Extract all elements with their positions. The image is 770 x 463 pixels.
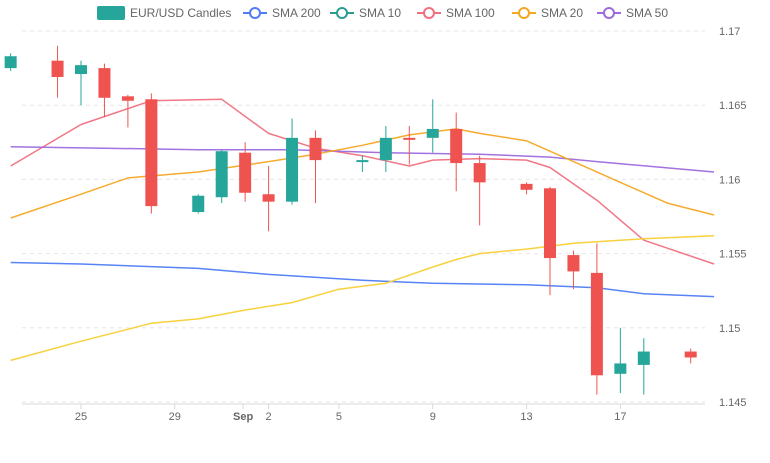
candle-body <box>51 60 64 78</box>
y-tick-label: 1.145 <box>719 397 747 409</box>
y-tick-label: 1.16 <box>719 174 740 186</box>
candle-body <box>286 137 299 202</box>
x-tick-label: 29 <box>169 411 181 423</box>
sma-lines <box>10 98 715 362</box>
candle[interactable] <box>215 149 228 204</box>
sma100-line <box>10 98 715 265</box>
legend-marker <box>336 7 348 19</box>
candle[interactable] <box>286 118 299 205</box>
legend-label: SMA 10 <box>359 6 401 20</box>
candle-body <box>121 96 134 101</box>
legend-marker <box>603 7 615 19</box>
candle[interactable] <box>145 93 158 214</box>
candle-body <box>684 351 697 358</box>
candle-body <box>450 128 463 164</box>
legend-label: EUR/USD Candles <box>130 6 231 20</box>
legend-item-sma100[interactable]: SMA 100 <box>417 6 495 20</box>
sma200-line <box>10 261 715 298</box>
candle[interactable] <box>121 94 134 128</box>
legend-item-candles[interactable]: EUR/USD Candles <box>97 6 231 20</box>
legend-label: SMA 200 <box>272 6 321 20</box>
candle[interactable] <box>75 60 87 106</box>
x-tick-label: 17 <box>614 411 626 423</box>
legend-item-sma200[interactable]: SMA 200 <box>243 6 321 20</box>
x-tick-label: Sep <box>233 411 253 423</box>
candle-body <box>192 195 205 213</box>
legend-label: SMA 100 <box>446 6 495 20</box>
candle[interactable] <box>426 99 439 153</box>
candle-body <box>520 183 533 190</box>
x-tick-label: 2 <box>266 411 272 423</box>
legend-swatch <box>97 6 125 20</box>
candle-body <box>544 188 556 259</box>
candle-body <box>356 160 369 163</box>
candle-body <box>403 137 416 140</box>
candle-body <box>473 163 486 183</box>
y-axis: 1.17 1.165 1.16 1.155 1.15 1.145 <box>719 26 747 409</box>
candle-body <box>239 152 252 193</box>
x-tick-label: 5 <box>336 411 342 423</box>
candle[interactable] <box>544 186 556 296</box>
candle[interactable] <box>637 338 650 395</box>
x-tick-label: 9 <box>430 411 436 423</box>
candle-body <box>145 99 158 207</box>
candle[interactable] <box>98 63 111 118</box>
candle[interactable] <box>379 125 392 172</box>
legend-marker <box>249 7 261 19</box>
candle-body <box>379 137 392 161</box>
candle-body <box>215 151 228 198</box>
y-tick-label: 1.155 <box>719 249 747 261</box>
sma20-line <box>10 128 715 219</box>
y-tick-label: 1.15 <box>719 323 740 335</box>
candle-body <box>4 56 17 69</box>
candle-body <box>262 194 275 202</box>
legend-marker <box>423 7 435 19</box>
candle[interactable] <box>262 166 275 232</box>
candle[interactable] <box>684 348 697 364</box>
candle-body <box>567 255 580 272</box>
candle-body <box>426 128 439 138</box>
candle-body <box>309 137 322 161</box>
sma10-line <box>10 235 715 362</box>
legend-item-sma10[interactable]: SMA 10 <box>330 6 401 20</box>
candle[interactable] <box>192 194 205 214</box>
x-tick-label: 13 <box>520 411 532 423</box>
candle[interactable] <box>51 45 64 98</box>
candle[interactable] <box>4 53 17 72</box>
candle[interactable] <box>567 250 580 290</box>
legend-marker <box>518 7 530 19</box>
candle-body <box>98 68 111 98</box>
legend-label: SMA 20 <box>541 6 583 20</box>
candles <box>4 45 697 395</box>
candle[interactable] <box>403 125 416 165</box>
candle-body <box>637 351 650 365</box>
candle[interactable] <box>520 182 533 195</box>
candle-body <box>590 272 603 376</box>
candle[interactable] <box>473 155 486 226</box>
candle[interactable] <box>239 142 252 202</box>
legend[interactable]: EUR/USD Candles SMA 200 SMA 10 SMA 100 SMA 2… <box>97 6 668 20</box>
legend-label: SMA 50 <box>626 6 668 20</box>
x-tick-label: 25 <box>75 411 87 423</box>
legend-item-sma20[interactable]: SMA 20 <box>512 6 583 20</box>
candle-body <box>614 363 627 374</box>
y-tick-label: 1.17 <box>719 26 740 38</box>
y-tick-label: 1.165 <box>719 100 747 112</box>
candle[interactable] <box>590 243 603 395</box>
candle-body <box>75 65 87 75</box>
candle[interactable] <box>309 130 322 204</box>
candle[interactable] <box>450 112 463 192</box>
x-axis: 25 29 Sep 2 5 9 13 17 <box>22 403 705 423</box>
candle[interactable] <box>356 155 369 172</box>
legend-item-sma50[interactable]: SMA 50 <box>597 6 668 20</box>
candle[interactable] <box>614 327 627 394</box>
